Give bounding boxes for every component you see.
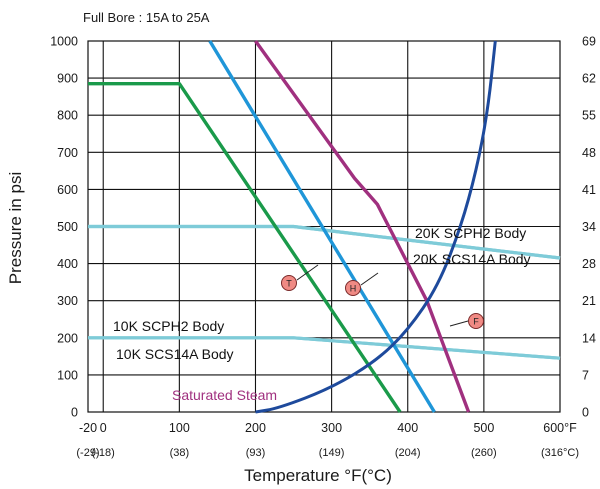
x-tick-c-6: (260) — [471, 447, 497, 459]
x-axis-label: Temperature °F(°C) — [244, 466, 392, 485]
y-tick-400: 400 — [57, 257, 78, 271]
x-tick-c-4: (149) — [319, 447, 345, 459]
marker-t-leader — [296, 264, 319, 281]
marker-f-letter: F — [473, 317, 479, 327]
y-tick-200: 200 — [57, 331, 78, 345]
y-tick-900: 900 — [57, 72, 78, 86]
x-tick-f-2: 100 — [169, 421, 190, 435]
series-10k-scs14a-body — [88, 336, 561, 360]
series-20k-scs14a-body — [88, 224, 561, 260]
x-tick-f-6: 500 — [473, 421, 494, 435]
x-tick-c-3: (93) — [246, 447, 266, 459]
y-tick-500: 500 — [57, 220, 78, 234]
label-10k-scs14a: 10K SCS14A Body — [116, 346, 234, 362]
x-tick-f-0: -20 — [79, 421, 97, 435]
series-f — [254, 40, 471, 413]
y2-tick-0: 0 — [582, 406, 589, 420]
marker-h-leader — [360, 272, 379, 286]
marker-f — [468, 313, 484, 329]
y-tick-300: 300 — [57, 294, 78, 308]
y2-tick-55: 55 — [582, 109, 596, 123]
x-tick-f-7: 600°F — [543, 421, 577, 435]
x-tick-labels-c: (-29)(-18) (38) (93) (149) (204) (260) (316°C) — [76, 447, 579, 459]
series-saturated-steam — [255, 40, 497, 414]
series-h — [208, 40, 436, 413]
marker-f-leader — [449, 320, 469, 327]
y-tick-labels: 0 100 200 300 400 500 600 700 800 900 1000 — [50, 35, 78, 420]
y-tick-800: 800 — [57, 109, 78, 123]
series-lines — [88, 40, 561, 414]
x-tick-f-5: 400 — [397, 421, 418, 435]
y-tick-1000: 1000 — [50, 35, 78, 49]
y2-tick-34: 34 — [582, 220, 596, 234]
x-tick-c-5: (204) — [395, 447, 421, 459]
y2-tick-62: 62 — [582, 72, 596, 86]
y-axis-label: Pressure in psi — [6, 172, 25, 284]
x-tick-f-3: 200 — [245, 421, 266, 435]
y-tick-100: 100 — [57, 368, 78, 382]
series-t — [88, 81, 402, 413]
y-tick-700: 700 — [57, 146, 78, 160]
marker-t — [281, 275, 297, 291]
y-tick-600: 600 — [57, 183, 78, 197]
y2-tick-14: 14 — [582, 331, 596, 345]
x-tick-c-7: (316°C) — [541, 447, 579, 459]
label-20k-scs14a: 20K SCS14A Body — [413, 251, 531, 267]
x-tick-c-2: (38) — [170, 447, 190, 459]
y2-tick-28: 28 — [582, 257, 596, 271]
y2-tick-48: 48 — [582, 146, 596, 160]
y2-tick-labels: 0 7 14 21 28 34 41 48 55 62 69 — [582, 35, 596, 420]
label-saturated-steam: Saturated Steam — [172, 387, 277, 403]
chart-title: Full Bore : 15A to 25A — [83, 10, 210, 25]
label-20k-scph2: 20K SCPH2 Body — [415, 225, 526, 241]
x-tick-f-4: 300 — [321, 421, 342, 435]
y-tick-0: 0 — [71, 406, 78, 420]
x-tick-labels-f: -20 0 100 200 300 400 500 600°F — [79, 421, 577, 435]
marker-h — [345, 280, 361, 296]
x-tick-c-0: (-29) — [76, 447, 99, 459]
marker-t-letter: T — [286, 279, 292, 289]
y2-tick-69: 69 — [582, 35, 596, 49]
y2-tick-7: 7 — [582, 368, 589, 382]
y2-tick-41: 41 — [582, 183, 596, 197]
marker-h-letter: H — [350, 284, 357, 294]
x-tick-c-1: (-18) — [92, 447, 115, 459]
x-tick-f-1: 0 — [100, 421, 107, 435]
y2-tick-21: 21 — [582, 294, 596, 308]
label-10k-scph2: 10K SCPH2 Body — [113, 318, 224, 334]
